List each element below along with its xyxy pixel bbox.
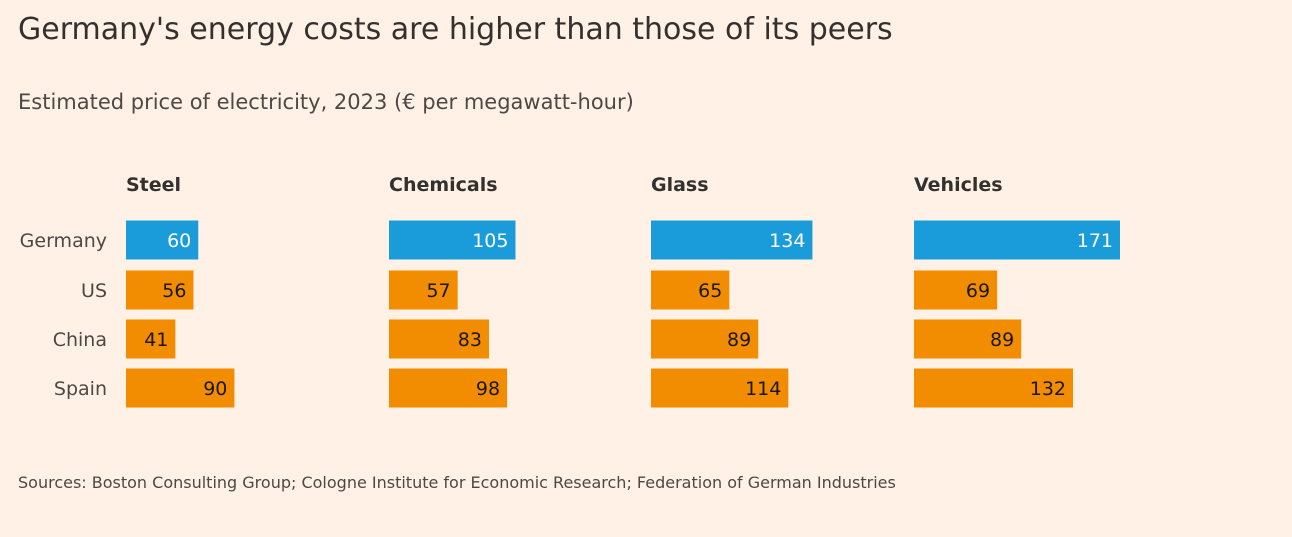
row-label-germany: Germany (20, 230, 107, 252)
bar-glass-us (651, 270, 730, 310)
chart-source: Sources: Boston Consulting Group; Cologn… (18, 473, 896, 492)
bar-steel-us (126, 270, 194, 310)
value-label-chemicals-germany: 105 (472, 230, 508, 252)
bar-steel-spain (126, 368, 235, 408)
value-label-chemicals-spain: 98 (476, 378, 500, 400)
value-label-vehicles-germany: 171 (1077, 230, 1113, 252)
bar-vehicles-us (914, 270, 998, 310)
value-label-steel-spain: 90 (203, 378, 227, 400)
bar-chemicals-us (389, 270, 458, 310)
bar-vehicles-germany (914, 220, 1120, 260)
value-label-glass-china: 89 (727, 329, 751, 351)
value-label-glass-germany: 134 (769, 230, 805, 252)
bar-glass-germany (651, 220, 813, 260)
bar-glass-china (651, 319, 759, 359)
value-label-chemicals-us: 57 (426, 280, 450, 302)
value-label-glass-spain: 114 (745, 378, 781, 400)
row-label-china: China (53, 329, 107, 351)
bar-vehicles-spain (914, 368, 1074, 408)
bar-steel-china (126, 319, 176, 359)
chart-subtitle: Estimated price of electricity, 2023 (€ … (18, 90, 634, 114)
panel-title-steel: Steel (126, 174, 181, 196)
bar-glass-spain (651, 368, 789, 408)
value-label-chemicals-china: 83 (458, 329, 482, 351)
chart-title: Germany's energy costs are higher than t… (18, 12, 893, 47)
value-label-vehicles-spain: 132 (1030, 378, 1066, 400)
value-label-steel-germany: 60 (167, 230, 191, 252)
bar-steel-germany (126, 220, 199, 260)
value-label-steel-us: 56 (162, 280, 186, 302)
row-label-us: US (81, 280, 107, 302)
bar-chemicals-germany (389, 220, 516, 260)
value-label-vehicles-china: 89 (990, 329, 1014, 351)
value-label-vehicles-us: 69 (966, 280, 990, 302)
value-label-glass-us: 65 (698, 280, 722, 302)
panel-title-chemicals: Chemicals (389, 174, 498, 196)
bar-chemicals-china (389, 319, 489, 359)
panel-title-glass: Glass (651, 174, 709, 196)
bar-chemicals-spain (389, 368, 508, 408)
row-label-spain: Spain (54, 378, 107, 400)
panel-title-vehicles: Vehicles (914, 174, 1003, 196)
bar-vehicles-china (914, 319, 1022, 359)
value-label-steel-china: 41 (144, 329, 168, 351)
